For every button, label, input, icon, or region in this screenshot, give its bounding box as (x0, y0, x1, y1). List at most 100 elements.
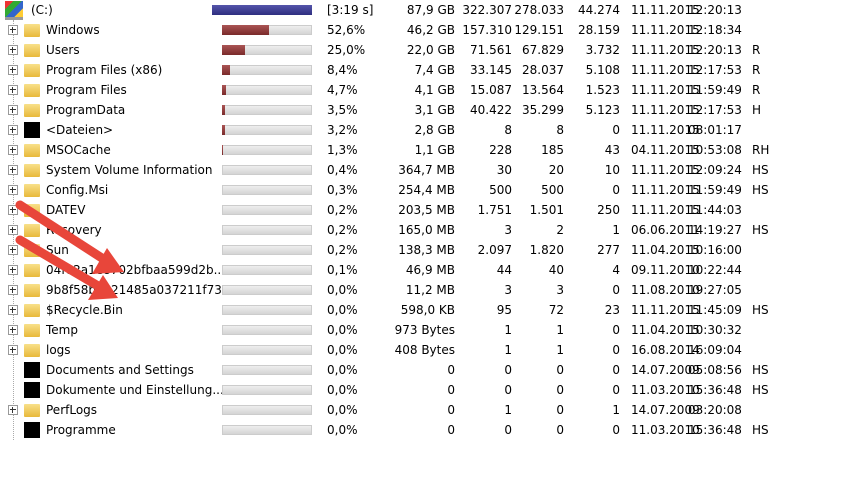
percent-bar-bg (222, 165, 312, 175)
expand-button[interactable] (8, 205, 18, 215)
percent: 3,5% (327, 103, 358, 117)
percent-bar (222, 85, 227, 95)
percent: 4,7% (327, 83, 358, 97)
time: 15:36:48 (688, 423, 742, 437)
percent-bar-bg (222, 405, 312, 415)
tree-row: 04f02a1e8702bfbaa599d2b... 0,1% 46,9 MB 44 4… (0, 260, 868, 280)
percent: 1,3% (327, 143, 358, 157)
expand-button[interactable] (8, 245, 18, 255)
expand-button[interactable] (8, 165, 18, 175)
item-name: Programme (46, 423, 116, 437)
item-name: Program Files (x86) (46, 63, 163, 77)
subdir-count: 129.151 (514, 23, 564, 37)
item-icon (24, 344, 40, 357)
item-name: Program Files (46, 83, 127, 97)
item-name: logs (46, 343, 71, 357)
item-icon (24, 244, 40, 257)
expand-button[interactable] (8, 125, 18, 135)
percent-bar-bg (222, 385, 312, 395)
size: 254,4 MB (398, 183, 455, 197)
expand-button[interactable] (8, 405, 18, 415)
time: 15:36:48 (688, 383, 742, 397)
item-name: Config.Msi (46, 183, 109, 197)
file-count: 1 (504, 343, 512, 357)
expand-button[interactable] (8, 325, 18, 335)
item-icon (24, 104, 40, 117)
expand-button[interactable] (8, 85, 18, 95)
attributes: HS (752, 363, 769, 377)
item-count: 4 (612, 263, 620, 277)
time: 10:22:44 (688, 263, 742, 277)
time: 08:01:17 (688, 123, 742, 137)
item-icon (24, 164, 40, 177)
subdir-count: 20 (548, 163, 564, 177)
size: 973 Bytes (394, 323, 455, 337)
subdir-count: 0 (556, 363, 564, 377)
percent-bar-bg (222, 245, 312, 255)
time: 12:17:53 (688, 63, 742, 77)
date: 14.07.2009 (631, 363, 700, 377)
tree-row: logs 0,0% 408 Bytes 1 1 0 16.08.2014 16:09:04 (0, 340, 868, 360)
expand-button[interactable] (8, 285, 18, 295)
date: 11.11.2015 (631, 123, 700, 137)
percent: 0,3% (327, 183, 358, 197)
size: 46,2 GB (406, 23, 455, 37)
time: 12:20:13 (688, 3, 742, 17)
expand-button[interactable] (8, 25, 18, 35)
time: 12:18:34 (688, 23, 742, 37)
expand-button[interactable] (8, 225, 18, 235)
file-count: 8 (504, 123, 512, 137)
expand-button[interactable] (8, 185, 18, 195)
attributes: HS (752, 423, 769, 437)
date: 11.11.2015 (631, 63, 700, 77)
percent: 0,0% (327, 283, 358, 297)
file-count: 2.097 (477, 243, 512, 257)
item-icon (5, 1, 23, 20)
scan-bar (212, 5, 312, 15)
size: 0 (447, 423, 455, 437)
date: 11.11.2015 (631, 3, 700, 17)
expand-button[interactable] (8, 45, 18, 55)
expand-button[interactable] (8, 265, 18, 275)
item-count: 1.523 (585, 83, 620, 97)
tree-row: <Dateien> 3,2% 2,8 GB 8 8 0 11.11.2015 08:01:17 (0, 120, 868, 140)
attributes: HS (752, 383, 769, 397)
file-count: 1 (504, 403, 512, 417)
item-count: 5.123 (585, 103, 620, 117)
expand-button[interactable] (8, 145, 18, 155)
tree-row: System Volume Information 0,4% 364,7 MB 30 2… (0, 160, 868, 180)
file-count: 0 (504, 363, 512, 377)
expand-button[interactable] (8, 105, 18, 115)
item-count: 28.159 (578, 23, 620, 37)
date: 11.04.2015 (631, 323, 700, 337)
file-count: 3 (504, 223, 512, 237)
percent-bar-bg (222, 365, 312, 375)
item-icon (24, 204, 40, 217)
subdir-count: 28.037 (522, 63, 564, 77)
file-count: 157.310 (462, 23, 512, 37)
file-count: 71.561 (470, 43, 512, 57)
item-icon (24, 324, 40, 337)
percent: 0,4% (327, 163, 358, 177)
subdir-count: 1.820 (529, 243, 564, 257)
subdir-count: 0 (556, 383, 564, 397)
attributes: RH (752, 143, 770, 157)
file-count: 40.422 (470, 103, 512, 117)
subdir-count: 35.299 (522, 103, 564, 117)
expand-button[interactable] (8, 305, 18, 315)
item-name: Recovery (46, 223, 102, 237)
date: 06.06.2011 (631, 223, 700, 237)
subdir-count: 2 (556, 223, 564, 237)
item-count: 0 (612, 323, 620, 337)
expand-button[interactable] (8, 345, 18, 355)
item-icon (24, 304, 40, 317)
time: 03:20:08 (688, 403, 742, 417)
subdir-count: 1 (556, 343, 564, 357)
subdir-count: 3 (556, 283, 564, 297)
expand-button[interactable] (8, 65, 18, 75)
subdir-count: 500 (541, 183, 564, 197)
tree-row: Recovery 0,2% 165,0 MB 3 2 1 06.06.2011 14:19:2… (0, 220, 868, 240)
attributes: R (752, 63, 761, 77)
item-count: 0 (612, 383, 620, 397)
